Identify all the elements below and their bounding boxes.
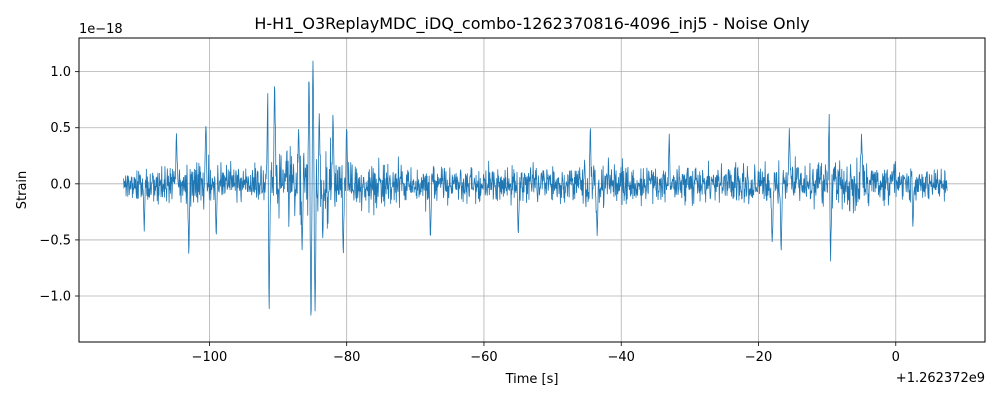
chart-title: H-H1_O3ReplayMDC_iDQ_combo-1262370816-40…	[254, 14, 809, 34]
y-tick-label: 0.0	[50, 177, 71, 192]
x-tick-label: 0	[892, 350, 900, 365]
y-tick-label: −1.0	[39, 290, 71, 305]
axis-ticks: −100 −80 −60 −40 −20 0 −1.0 −0.5 0.0 0.5 1.0	[39, 65, 899, 365]
y-tick-label: 1.0	[50, 65, 71, 80]
series-layer	[123, 60, 948, 316]
y-tick-label: −0.5	[39, 233, 71, 248]
x-axis-label: Time [s]	[505, 372, 559, 387]
x-tick-label: −80	[333, 350, 360, 365]
y-axis-scale-label: 1e−18	[79, 22, 123, 37]
plot-area-frame	[78, 37, 986, 343]
x-axis-offset-label: +1.262372e9	[896, 371, 985, 386]
strain-series-line	[123, 60, 948, 316]
x-tick-label: −20	[745, 350, 772, 365]
x-tick-label: −40	[608, 350, 635, 365]
y-tick-label: 0.5	[50, 121, 71, 136]
y-axis-label: Strain	[15, 171, 30, 210]
x-tick-label: −100	[192, 350, 228, 365]
x-tick-label: −60	[470, 350, 497, 365]
